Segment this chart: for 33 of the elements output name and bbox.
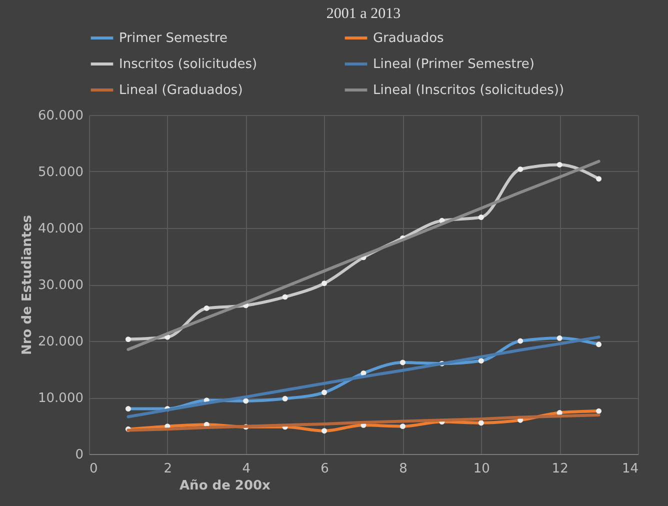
y-tick-label: 20.000	[38, 334, 84, 350]
point	[596, 176, 602, 182]
x-tick-label: 10	[473, 462, 490, 476]
y-tick-label: 10.000	[38, 391, 84, 406]
point	[518, 166, 524, 172]
x-tick-label: 8	[399, 462, 408, 476]
legend-label: Lineal (Inscritos (solicitudes))	[373, 83, 564, 98]
x-tick-label: 6	[320, 462, 329, 476]
x-tick-label: 0	[90, 462, 98, 476]
y-tick-label: 30.000	[38, 278, 84, 293]
line-series	[126, 414, 600, 432]
x-tick-label: 14	[622, 462, 638, 476]
y-tick-label: 0	[75, 448, 84, 462]
x-axis-title: Año de 200x	[180, 478, 272, 494]
x-tick-label: 2	[164, 462, 172, 476]
x-tick-label: 4	[242, 462, 250, 476]
x-tick-label: 12	[552, 462, 568, 476]
y-axis-title: Nro de Estudiantes	[20, 214, 36, 356]
legend-label: Primer Semestre	[119, 31, 228, 46]
legend-label: Inscritos (solicitudes)	[119, 57, 258, 72]
y-tick-label: 60.000	[38, 108, 84, 124]
legend-label: Lineal (Primer Semestre)	[373, 57, 534, 72]
point	[478, 214, 484, 220]
point	[282, 294, 288, 300]
chart-title: 2001 a 2013	[326, 6, 401, 22]
point	[322, 280, 328, 286]
y-tick-label: 40.000	[38, 222, 84, 236]
point	[556, 162, 562, 168]
point	[125, 336, 131, 342]
y-tick-label: 50.000	[38, 165, 84, 180]
legend-label: Graduados	[373, 31, 444, 46]
legend-label: Lineal (Graduados)	[119, 83, 243, 98]
point	[204, 305, 210, 311]
